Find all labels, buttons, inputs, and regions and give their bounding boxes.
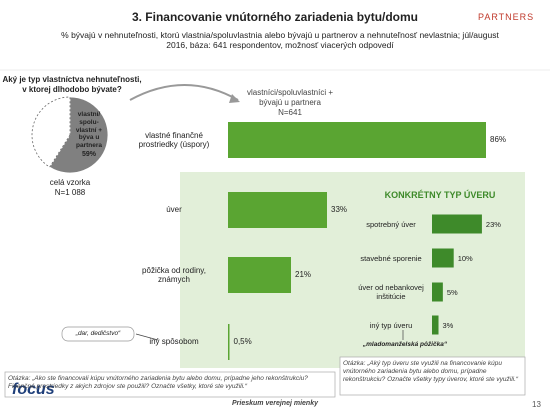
question-box — [4, 371, 336, 398]
pie-n: N=1 088 — [54, 188, 86, 197]
pie-value-label: 59% — [81, 151, 96, 158]
pie-note: celá vzorka — [49, 178, 91, 187]
annotation-box — [61, 326, 135, 342]
value-label: 21% — [295, 270, 312, 279]
category-label: pôžička od rodiny, známych — [142, 265, 206, 285]
bar — [228, 192, 327, 228]
logo: PARTNERS — [478, 12, 535, 22]
bar — [432, 248, 454, 268]
bar — [228, 324, 230, 360]
category-label: úver — [166, 205, 182, 214]
base-label: vlastníci/spoluvlastníci + bývajú u part… — [246, 88, 334, 107]
bar — [432, 315, 439, 335]
sub-chart-title: KONKRÉTNY TYP ÚVERU — [384, 190, 496, 200]
pie-question: Aký je typ vlastníctva nehnuteľnosti, v … — [2, 75, 142, 94]
footer-text: Prieskum verejnej mienky — [232, 400, 318, 407]
base-n: N=641 — [278, 108, 302, 117]
question: Otázka: „Ako ste financovali kúpu vnútor… — [8, 375, 308, 390]
category-label: vlastné finančné prostriedky (úspory) — [138, 130, 210, 150]
category-label: úver od nebankovej inštitúcie — [358, 283, 424, 301]
value-label: 33% — [331, 205, 348, 214]
value-label: 10% — [457, 253, 473, 263]
title: 3. Financovanie vnútorného zariadenia by… — [131, 10, 419, 24]
question-box — [339, 356, 526, 396]
pie-label: vlastní/ spolu- vlastní + býva u partner… — [75, 111, 103, 150]
value-label: 5% — [446, 287, 458, 297]
value-label: 3% — [442, 320, 454, 330]
value-label: 23% — [485, 219, 501, 229]
brand-logo: focus — [12, 381, 55, 398]
bar — [432, 282, 443, 302]
annotation: „mladomanželská pôžička“ — [362, 341, 448, 348]
category-label: iný typ úveru — [369, 320, 413, 330]
arrow-head — [229, 94, 240, 103]
bar — [228, 122, 486, 158]
category-label: stavebné sporenie — [360, 253, 422, 263]
value-label: 86% — [490, 135, 507, 144]
pie-slice — [31, 96, 71, 168]
bar — [228, 257, 291, 293]
subtitle: % bývajú v nehnuteľnosti, ktorú vlastnia… — [61, 30, 499, 51]
page-number: 13 — [532, 400, 541, 409]
arrow — [135, 333, 159, 341]
category-label: iný spôsobom — [149, 337, 199, 346]
annotation: „dar, dedičstvo“ — [75, 330, 121, 337]
pie-slice — [49, 96, 109, 174]
category-label: spotrebný úver — [366, 219, 416, 229]
value-label: 0,5% — [233, 337, 252, 346]
question: Otázka: „Aký typ úveru ste využili na fi… — [343, 360, 519, 383]
arrow — [129, 84, 239, 101]
bar — [432, 214, 482, 234]
